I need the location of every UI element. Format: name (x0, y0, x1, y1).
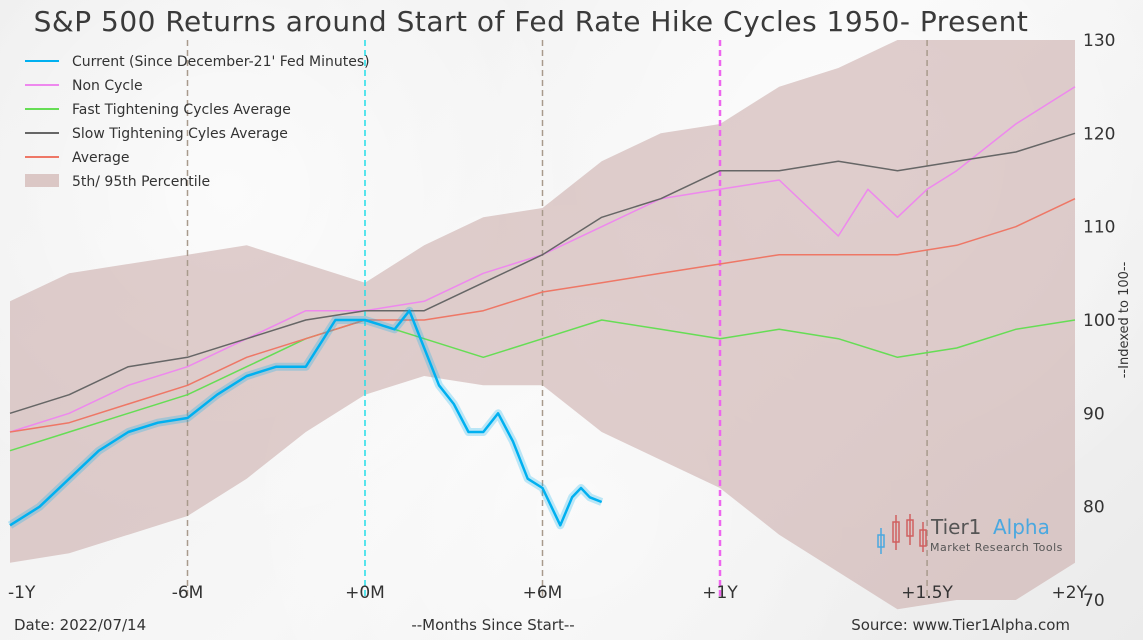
source-label: Source: www.Tier1Alpha.com (851, 616, 1070, 634)
brand-tagline: Market Research Tools (930, 541, 1063, 554)
x-axis-label: --Months Since Start-- (411, 616, 574, 634)
candlestick-icon (877, 514, 927, 554)
y-tick-label: 120 (1083, 124, 1115, 144)
brand-name-part1: Tier1 (930, 515, 981, 539)
legend: Current (Since December-21' Fed Minutes)… (25, 54, 370, 190)
legend-label: 5th/ 95th Percentile (72, 174, 210, 190)
series-line-non-cycle (9, 86, 1076, 433)
brand-name-part2: Alpha (993, 515, 1050, 539)
x-tick-label: +2Y (1052, 583, 1088, 603)
x-tick-labels: -1Y -6M +0M +6M +1Y +1.5Y +2Y (8, 583, 1088, 603)
series-line-average (9, 198, 1076, 433)
brand-logo: Tier1 Alpha Market Research Tools (877, 514, 1063, 554)
y-axis-label: --Indexed to 100-- (1117, 261, 1132, 378)
chart-title: S&P 500 Returns around Start of Fed Rate… (34, 5, 1029, 38)
series-line-current-since-december-21-fed-minutes (9, 309, 603, 527)
date-label: Date: 2022/07/14 (14, 616, 146, 634)
legend-swatch-band (25, 174, 59, 187)
x-tick-label: -1Y (8, 583, 36, 603)
y-tick-labels: 70 80 90 100 110 120 130 (1083, 31, 1115, 611)
legend-label: Average (72, 150, 130, 166)
y-tick-label: 130 (1083, 31, 1115, 51)
legend-label: Non Cycle (72, 78, 143, 94)
y-tick-label: 110 (1083, 218, 1115, 238)
series-line-fast-tightening-cycles-average (9, 319, 1076, 452)
x-tick-label: +6M (523, 583, 563, 603)
y-tick-label: 70 (1083, 591, 1105, 611)
x-tick-label: +1Y (702, 583, 738, 603)
y-tick-label: 90 (1083, 404, 1105, 424)
x-tick-label: +0M (345, 583, 385, 603)
legend-label: Fast Tightening Cycles Average (72, 102, 291, 118)
series-line-slow-tightening-cyles-average (9, 132, 1076, 415)
x-tick-label: +1.5Y (901, 583, 953, 603)
legend-label: Slow Tightening Cyles Average (72, 126, 288, 142)
y-tick-label: 100 (1083, 311, 1115, 331)
series-layer (7, 86, 1076, 530)
legend-label: Current (Since December-21' Fed Minutes) (72, 54, 370, 70)
x-tick-label: -6M (172, 583, 204, 603)
y-tick-label: 80 (1083, 498, 1105, 518)
